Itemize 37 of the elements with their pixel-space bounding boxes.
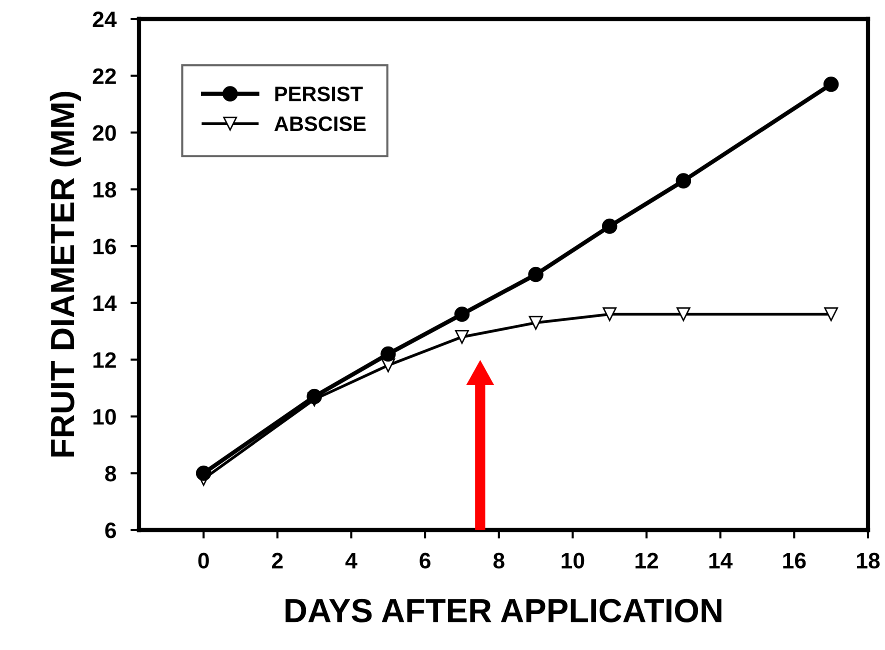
point (676, 173, 692, 188)
point (602, 307, 617, 322)
point (306, 388, 322, 404)
y-tick-label: 22 (92, 68, 116, 84)
y-tick-label: 18 (93, 182, 116, 198)
y-tick-label: 12 (93, 352, 116, 368)
point (455, 330, 469, 344)
x-tick-label: 8 (493, 552, 504, 569)
x-tick-label: 10 (562, 552, 584, 569)
point (602, 218, 618, 234)
x-tick-label: 14 (709, 553, 733, 568)
point (528, 266, 544, 282)
x-tick-label: 18 (857, 552, 880, 569)
y-tick-label: 6 (105, 522, 116, 538)
point (528, 316, 543, 330)
point (676, 307, 690, 322)
y-tick-label: 16 (93, 238, 116, 254)
y-tick-label: 8 (105, 466, 116, 482)
y-tick-label: 24 (92, 12, 117, 28)
legend-label: PERSIST (275, 86, 363, 102)
point (196, 466, 212, 481)
x-tick-label: 2 (272, 552, 283, 568)
x-tick-label: 4 (345, 553, 358, 568)
point (454, 306, 470, 322)
legend-label: ABSCISE (274, 116, 366, 132)
x-tick-label: 12 (636, 552, 658, 568)
x-tick-label: 0 (198, 552, 209, 569)
x-axis-title: DAYS AFTER APPLICATION (286, 598, 722, 622)
y-tick-label: 10 (93, 408, 116, 425)
point (380, 346, 396, 362)
x-tick-label: 6 (420, 552, 430, 569)
point (823, 76, 839, 92)
y-axis-title: FRUIT DIAMETER (MM) (50, 92, 81, 456)
x-tick-label: 16 (783, 552, 806, 569)
point (824, 307, 838, 322)
y-tick-label: 14 (93, 296, 117, 311)
y-tick-label: 20 (92, 125, 116, 141)
